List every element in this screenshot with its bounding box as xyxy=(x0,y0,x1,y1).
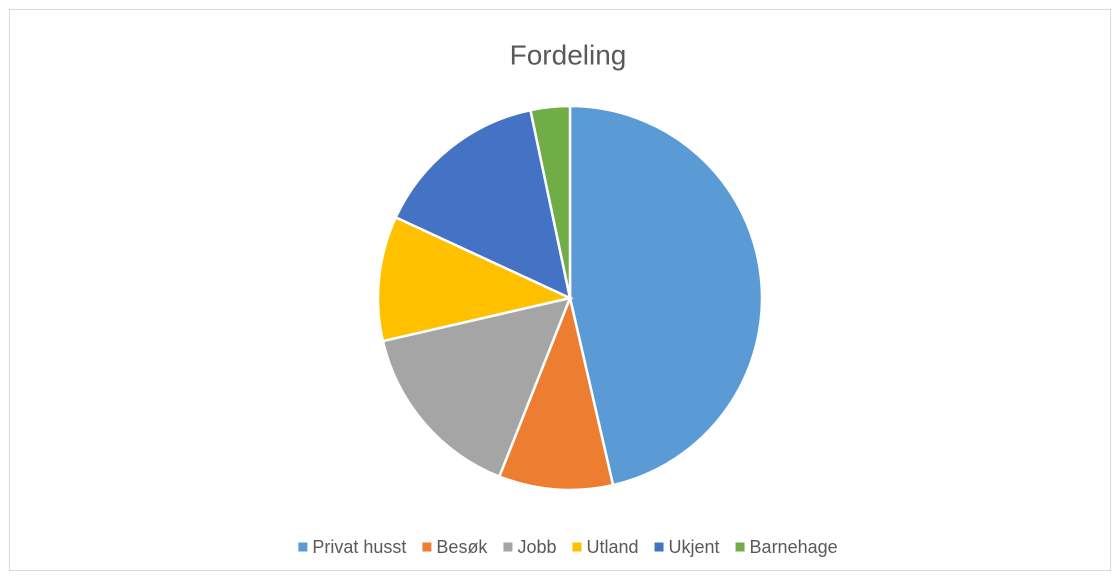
pie-slice xyxy=(376,215,574,343)
pie-slice xyxy=(381,296,573,479)
pie-slice xyxy=(568,104,764,487)
chart-title: Fordeling xyxy=(510,39,627,70)
legend-label: Privat husst xyxy=(312,537,406,557)
legend-label: Besøk xyxy=(436,537,488,557)
legend-swatch xyxy=(735,542,745,552)
legend-swatch xyxy=(298,542,308,552)
legend-swatch xyxy=(654,542,664,552)
legend-label: Jobb xyxy=(517,537,556,557)
legend-swatch xyxy=(572,542,582,552)
legend-label: Utland xyxy=(586,537,638,557)
legend-swatch xyxy=(422,542,432,552)
legend-label: Ukjent xyxy=(669,537,720,557)
pie-slice xyxy=(394,108,572,301)
legend-swatch xyxy=(503,542,513,552)
pie-slice xyxy=(528,104,572,299)
legend-label: Barnehage xyxy=(750,537,838,557)
pie-slice xyxy=(497,293,615,492)
